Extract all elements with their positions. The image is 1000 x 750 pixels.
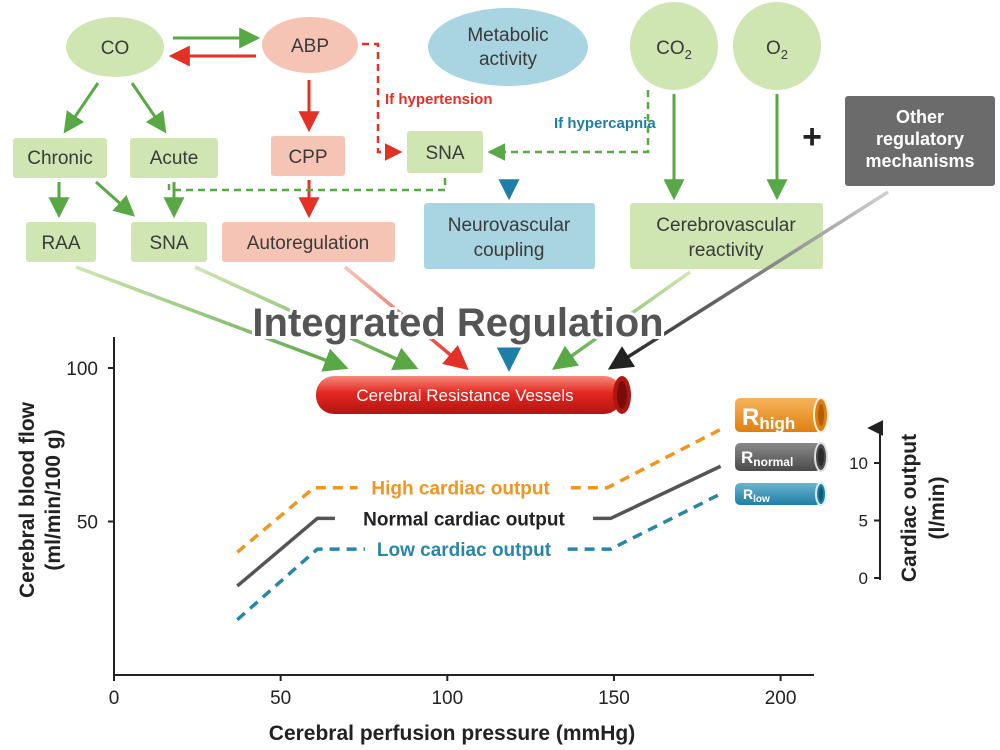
- x-tick-label: 150: [598, 688, 630, 709]
- series-low-label: Low cardiac output: [377, 540, 552, 561]
- node-cpp: CPP: [271, 136, 345, 176]
- node-co2-base: CO: [656, 38, 685, 59]
- node-raa-label: RAA: [41, 233, 80, 254]
- tube-r-normal: Rnormal: [735, 442, 828, 472]
- plus-sign: +: [802, 118, 822, 156]
- node-neuro-line1: Neurovascular: [448, 215, 571, 236]
- node-co: CO: [66, 17, 164, 77]
- cardiac-tick-label: 10: [849, 454, 868, 473]
- svg-text:O2: O2: [766, 38, 788, 62]
- node-other-line1: Other: [896, 107, 944, 127]
- node-neurovascular-coupling: Neurovascular coupling: [424, 203, 595, 269]
- arrow-co-to-acute: [130, 82, 167, 134]
- node-metabolic-line1: Metabolic: [467, 25, 548, 46]
- r-normal-base: R: [741, 448, 753, 467]
- node-sna-low-label: SNA: [149, 233, 188, 254]
- y-tick-label: 100: [66, 359, 98, 380]
- node-other-line2: regulatory: [876, 129, 964, 149]
- node-sna-mid-label: SNA: [425, 143, 464, 164]
- arrow-other-to-vessels: [607, 190, 889, 370]
- cardiac-output-axis: 0 5 10 Cardiac output (l/min): [849, 420, 949, 588]
- node-acute: Acute: [130, 138, 218, 178]
- node-cerebro-line2: reactivity: [689, 240, 764, 261]
- series-low-label-bg: [364, 535, 563, 564]
- node-chronic: Chronic: [13, 138, 107, 178]
- cerebral-resistance-vessels: Cerebral Resistance Vessels: [316, 376, 631, 414]
- node-o2: O2: [733, 2, 821, 90]
- x-tick-label: 200: [765, 688, 797, 709]
- node-cerebrovascular-reactivity: Cerebrovascular reactivity: [630, 203, 823, 269]
- cardiac-output-ticks: 0 5 10: [849, 454, 880, 588]
- vessels-label: Cerebral Resistance Vessels: [356, 386, 573, 405]
- arrow-co-to-chronic: [63, 82, 100, 134]
- node-cpp-label: CPP: [288, 147, 327, 168]
- r-low-sub: low: [753, 494, 770, 505]
- svg-text:Rhigh: Rhigh: [742, 404, 795, 433]
- series-normal-label: Normal cardiac output: [363, 509, 565, 530]
- series-labels: High cardiac output Normal cardiac output…: [334, 473, 593, 564]
- link-sna-dashed: [167, 178, 447, 192]
- x-tick-label: 100: [431, 688, 463, 709]
- x-axis-label: Cerebral perfusion pressure (mmHg): [269, 722, 635, 745]
- tube-r-low: Rlow: [735, 482, 827, 506]
- arrow-chronic-to-sna: [95, 180, 136, 217]
- node-o2-base: O: [766, 38, 781, 59]
- cardiac-tick-label: 5: [859, 512, 868, 531]
- y-axis-label-line1: Cerebral blood flow: [16, 401, 39, 598]
- arrow-reactivity-to-vessels: [552, 270, 692, 370]
- tube-r-high: Rhigh: [735, 397, 829, 433]
- label-if-hypercapnia: If hypercapnia: [554, 115, 656, 132]
- arrow-hypertension-to-sna: [362, 42, 403, 161]
- node-abp-label: ABP: [291, 36, 329, 57]
- node-neuro-line2: coupling: [474, 240, 545, 261]
- node-chronic-label: Chronic: [27, 148, 92, 169]
- series-low-line: [236, 492, 722, 622]
- r-high-sub: high: [759, 414, 795, 433]
- y-ticks: 50 100: [66, 359, 114, 534]
- x-tick-label: 50: [270, 688, 291, 709]
- cardiac-output-label-line1: Cardiac output: [898, 434, 921, 582]
- svg-text:Rlow: Rlow: [743, 486, 770, 505]
- node-other-mechanisms: Other regulatory mechanisms: [845, 96, 995, 186]
- node-autoregulation-label: Autoregulation: [247, 233, 370, 254]
- arrow-hypercapnia-to-sna: [487, 90, 650, 161]
- node-raa: RAA: [26, 222, 96, 262]
- node-co2-sub: 2: [685, 47, 692, 62]
- arrow-autoregulation-to-vessels: [343, 265, 469, 371]
- node-sna-mid: SNA: [407, 131, 483, 173]
- node-autoregulation: Autoregulation: [222, 222, 395, 262]
- y-tick-label: 50: [77, 513, 98, 534]
- node-o2-sub: 2: [781, 47, 788, 62]
- node-acute-label: Acute: [150, 148, 199, 169]
- svg-text:Rnormal: Rnormal: [741, 448, 793, 469]
- y-axis-label-line2: (ml/min/100 g): [42, 429, 65, 570]
- node-abp: ABP: [262, 17, 358, 73]
- arrow-sna-to-vessels: [194, 265, 419, 371]
- svg-text:CO2: CO2: [656, 38, 692, 62]
- integrated-regulation-title: Integrated Regulation: [252, 301, 663, 345]
- node-sna-low: SNA: [131, 222, 207, 262]
- r-high-base: R: [742, 404, 759, 431]
- node-metabolic-line2: activity: [479, 49, 538, 70]
- cardiac-tick-label: 0: [859, 569, 868, 588]
- node-metabolic-activity: Metabolic activity: [428, 8, 588, 86]
- label-if-hypertension: If hypertension: [385, 91, 493, 108]
- series-high-label-bg: [357, 473, 564, 502]
- chart-area: 0 50 100 150 200 50 100 High cardiac output No…: [16, 337, 814, 745]
- series-normal-label-bg: [334, 504, 593, 533]
- node-co-label: CO: [101, 38, 130, 59]
- series-high-label: High cardiac output: [371, 479, 550, 500]
- r-normal-sub: normal: [753, 455, 793, 469]
- r-low-base: R: [743, 486, 753, 502]
- x-tick-label: 0: [109, 688, 120, 709]
- node-cerebro-line1: Cerebrovascular: [656, 215, 796, 236]
- cardiac-output-label-line2: (l/min): [926, 477, 949, 540]
- x-ticks: 0 50 100 150 200: [109, 675, 797, 709]
- node-co2: CO2: [630, 2, 718, 90]
- node-other-line3: mechanisms: [865, 151, 974, 171]
- arrow-raa-to-vessels: [75, 265, 349, 372]
